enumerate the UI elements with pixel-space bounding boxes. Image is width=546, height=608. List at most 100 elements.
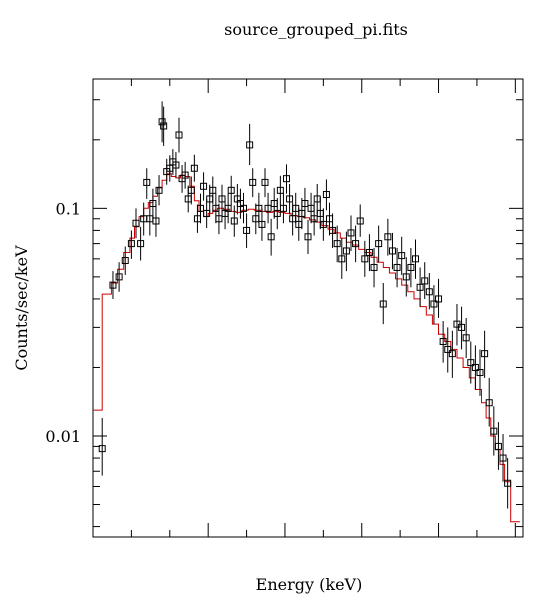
data-marker xyxy=(425,288,433,296)
data-marker xyxy=(347,229,355,237)
data-point xyxy=(140,202,148,236)
data-marker xyxy=(200,182,208,190)
data-point xyxy=(158,101,166,143)
data-point xyxy=(458,306,466,350)
data-marker xyxy=(485,399,493,407)
data-point xyxy=(361,240,369,277)
data-marker xyxy=(98,445,106,453)
data-point xyxy=(175,117,183,153)
data-marker xyxy=(258,220,266,228)
data-marker xyxy=(494,442,502,450)
data-marker xyxy=(379,300,387,308)
chart-title: source_grouped_pi.fits xyxy=(224,20,408,39)
data-marker xyxy=(209,186,217,194)
y-tick-labels: 0.1 0.01 xyxy=(45,199,81,446)
data-marker xyxy=(352,240,360,248)
data-point xyxy=(356,204,364,237)
data-point xyxy=(127,230,135,259)
data-point xyxy=(178,165,186,193)
data-point xyxy=(209,176,217,205)
data-point xyxy=(109,271,117,299)
data-point xyxy=(402,257,410,297)
data-point xyxy=(319,208,327,241)
data-point xyxy=(329,213,337,248)
data-point xyxy=(283,164,290,194)
data-point xyxy=(388,232,396,270)
data-point xyxy=(172,151,180,178)
data-marker xyxy=(155,186,163,194)
data-point xyxy=(444,327,452,373)
data-marker xyxy=(448,350,456,358)
data-point xyxy=(264,192,272,224)
data-point xyxy=(187,176,195,205)
data-marker xyxy=(283,175,290,183)
data-marker xyxy=(301,200,309,208)
data-point xyxy=(143,168,151,199)
data-marker xyxy=(175,131,183,139)
data-point xyxy=(421,262,429,299)
data-point xyxy=(137,226,145,261)
data-point xyxy=(375,225,383,263)
data-marker xyxy=(421,277,429,285)
data-marker xyxy=(342,247,350,255)
data-marker xyxy=(356,217,364,225)
data-marker xyxy=(384,233,392,241)
data-marker xyxy=(467,359,475,367)
data-point xyxy=(190,154,198,182)
data-marker xyxy=(319,220,327,228)
data-marker xyxy=(490,427,498,435)
data-point xyxy=(304,219,312,255)
data-point xyxy=(499,434,507,482)
data-point xyxy=(379,282,387,325)
data-point xyxy=(439,320,447,363)
data-marker xyxy=(462,334,470,342)
data-point xyxy=(146,202,154,236)
data-point xyxy=(365,234,373,272)
data-point xyxy=(230,205,238,237)
data-point xyxy=(467,341,475,384)
data-point xyxy=(233,183,241,215)
data-marker xyxy=(261,178,269,186)
data-marker xyxy=(370,263,378,271)
data-point xyxy=(246,123,254,166)
data-marker xyxy=(187,186,195,194)
data-marker xyxy=(304,233,312,241)
data-point xyxy=(352,225,360,263)
data-marker xyxy=(197,204,204,212)
data-marker xyxy=(430,300,438,308)
data-marker xyxy=(338,255,346,263)
data-marker xyxy=(109,281,117,289)
data-point xyxy=(255,192,263,224)
data-marker xyxy=(416,283,424,291)
data-point xyxy=(132,208,140,239)
data-point xyxy=(215,203,223,235)
data-point xyxy=(471,345,479,390)
data-marker xyxy=(361,255,369,263)
data-point xyxy=(267,218,275,256)
data-point xyxy=(322,179,330,211)
data-point xyxy=(462,317,470,359)
data-point xyxy=(435,278,443,318)
data-point xyxy=(425,272,433,310)
data-point xyxy=(313,183,321,215)
data-point xyxy=(149,188,157,219)
data-marker xyxy=(393,263,401,271)
data-point xyxy=(393,247,401,288)
data-marker xyxy=(481,350,489,358)
data-marker xyxy=(310,215,318,223)
data-point xyxy=(384,218,392,256)
data-point xyxy=(163,158,171,185)
data-point xyxy=(279,192,287,224)
data-point xyxy=(476,349,484,396)
axis-ticks xyxy=(93,79,523,537)
data-point xyxy=(155,175,163,206)
data-marker xyxy=(224,204,232,212)
data-point xyxy=(338,238,346,279)
data-point xyxy=(115,262,123,292)
data-point xyxy=(160,106,168,146)
data-marker xyxy=(435,295,443,303)
data-marker xyxy=(246,141,254,149)
data-marker xyxy=(121,257,129,265)
data-series xyxy=(98,101,512,509)
